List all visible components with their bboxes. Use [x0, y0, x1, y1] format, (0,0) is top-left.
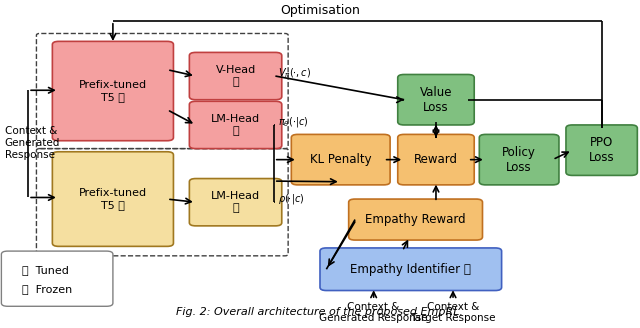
- Text: Context &
Target Response: Context & Target Response: [410, 301, 496, 323]
- Text: 🧊  Frozen: 🧊 Frozen: [22, 284, 72, 295]
- Text: Policy
Loss: Policy Loss: [502, 146, 536, 174]
- Text: Context &
Generated
Response: Context & Generated Response: [4, 126, 60, 159]
- FancyBboxPatch shape: [566, 125, 637, 175]
- Text: Prefix-tuned
T5 🧊: Prefix-tuned T5 🧊: [79, 188, 147, 210]
- Text: Context &
Generated Response: Context & Generated Response: [319, 301, 428, 323]
- Text: V-Head
🔥: V-Head 🔥: [216, 65, 256, 87]
- FancyBboxPatch shape: [320, 248, 502, 291]
- Text: Prefix-tuned
T5 🔥: Prefix-tuned T5 🔥: [79, 80, 147, 102]
- Text: $V_\pi(\cdot, c)$: $V_\pi(\cdot, c)$: [278, 66, 311, 80]
- Text: LM-Head
🔥: LM-Head 🔥: [211, 114, 260, 136]
- FancyBboxPatch shape: [189, 52, 282, 100]
- FancyBboxPatch shape: [349, 199, 483, 240]
- Text: Empathy Reward: Empathy Reward: [365, 213, 466, 226]
- FancyBboxPatch shape: [1, 251, 113, 306]
- FancyBboxPatch shape: [479, 134, 559, 185]
- Text: Optimisation: Optimisation: [280, 4, 360, 17]
- FancyBboxPatch shape: [291, 134, 390, 185]
- Text: KL Penalty: KL Penalty: [310, 153, 372, 166]
- Text: LM-Head
🧊: LM-Head 🧊: [211, 192, 260, 213]
- Text: PPO
Loss: PPO Loss: [589, 136, 614, 164]
- FancyBboxPatch shape: [397, 74, 474, 125]
- FancyBboxPatch shape: [189, 101, 282, 149]
- Text: Fig. 2: Overall architecture of the proposed EmpRL.: Fig. 2: Overall architecture of the prop…: [177, 307, 463, 317]
- Text: $\pi_\theta(\cdot|c)$: $\pi_\theta(\cdot|c)$: [278, 115, 308, 129]
- FancyBboxPatch shape: [189, 178, 282, 226]
- Text: $\rho(\cdot|c)$: $\rho(\cdot|c)$: [278, 192, 305, 206]
- Text: Value
Loss: Value Loss: [420, 86, 452, 114]
- Text: Empathy Identifier 🧊: Empathy Identifier 🧊: [350, 263, 471, 276]
- FancyBboxPatch shape: [52, 41, 173, 141]
- Text: 🔥  Tuned: 🔥 Tuned: [22, 265, 68, 275]
- FancyBboxPatch shape: [397, 134, 474, 185]
- FancyBboxPatch shape: [52, 152, 173, 246]
- Text: Reward: Reward: [414, 153, 458, 166]
